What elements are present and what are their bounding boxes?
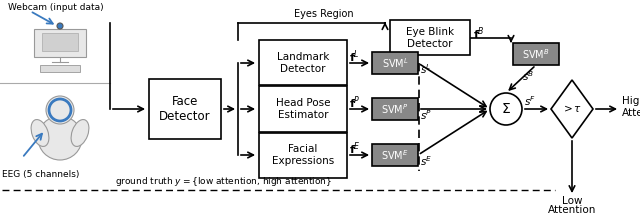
Text: $\mathrm{SVM}^B$: $\mathrm{SVM}^B$ [522,47,550,61]
FancyBboxPatch shape [259,87,347,131]
Text: $\mathrm{SVM}^E$: $\mathrm{SVM}^E$ [381,148,409,162]
FancyBboxPatch shape [390,20,470,56]
Text: Head Pose
Estimator: Head Pose Estimator [276,98,330,120]
Text: Eyes Region: Eyes Region [294,9,354,19]
FancyBboxPatch shape [372,144,418,166]
FancyBboxPatch shape [513,43,559,65]
Text: $\mathbf{f}^B$: $\mathbf{f}^B$ [473,26,484,42]
Text: Attention: Attention [622,108,640,118]
Text: $\mathrm{SVM}^P$: $\mathrm{SVM}^P$ [381,102,409,116]
Text: Facial
Expressions: Facial Expressions [272,144,334,166]
FancyBboxPatch shape [40,65,80,73]
Text: $\mathbf{f}^E$: $\mathbf{f}^E$ [349,141,361,157]
Text: Attention: Attention [548,205,596,215]
Text: $s^F$: $s^F$ [524,94,536,108]
Text: $> \tau$: $> \tau$ [561,104,582,114]
Text: High: High [622,96,640,106]
Text: Eye Blink
Detector: Eye Blink Detector [406,27,454,49]
FancyBboxPatch shape [34,29,86,57]
Text: $\mathrm{SVM}^L$: $\mathrm{SVM}^L$ [381,56,408,70]
Polygon shape [551,80,593,138]
Text: EEG (5 channels): EEG (5 channels) [2,170,79,179]
Text: $\Sigma$: $\Sigma$ [501,102,511,116]
FancyBboxPatch shape [259,133,347,177]
Text: $\mathbf{f}^L$: $\mathbf{f}^L$ [349,49,360,65]
Ellipse shape [71,119,89,146]
Circle shape [46,96,74,124]
Circle shape [57,23,63,29]
Text: Face
Detector: Face Detector [159,95,211,123]
Text: $s^B$: $s^B$ [522,69,534,83]
Text: Low: Low [562,196,582,206]
FancyBboxPatch shape [372,98,418,120]
FancyBboxPatch shape [42,33,78,51]
Text: ground truth $y = \{$low attention, high attention$\}$: ground truth $y = \{$low attention, high… [115,175,332,189]
Text: Landmark
Detector: Landmark Detector [277,52,329,74]
Text: $s^P$: $s^P$ [420,108,432,122]
Text: Webcam (input data): Webcam (input data) [8,3,104,12]
Text: $\mathbf{f}^P$: $\mathbf{f}^P$ [349,95,360,111]
FancyBboxPatch shape [259,41,347,85]
Circle shape [38,116,82,160]
Circle shape [490,93,522,125]
FancyBboxPatch shape [149,79,221,139]
Text: $s^L$: $s^L$ [420,62,431,76]
FancyBboxPatch shape [372,52,418,74]
Text: $s^E$: $s^E$ [420,154,433,168]
Ellipse shape [31,119,49,146]
